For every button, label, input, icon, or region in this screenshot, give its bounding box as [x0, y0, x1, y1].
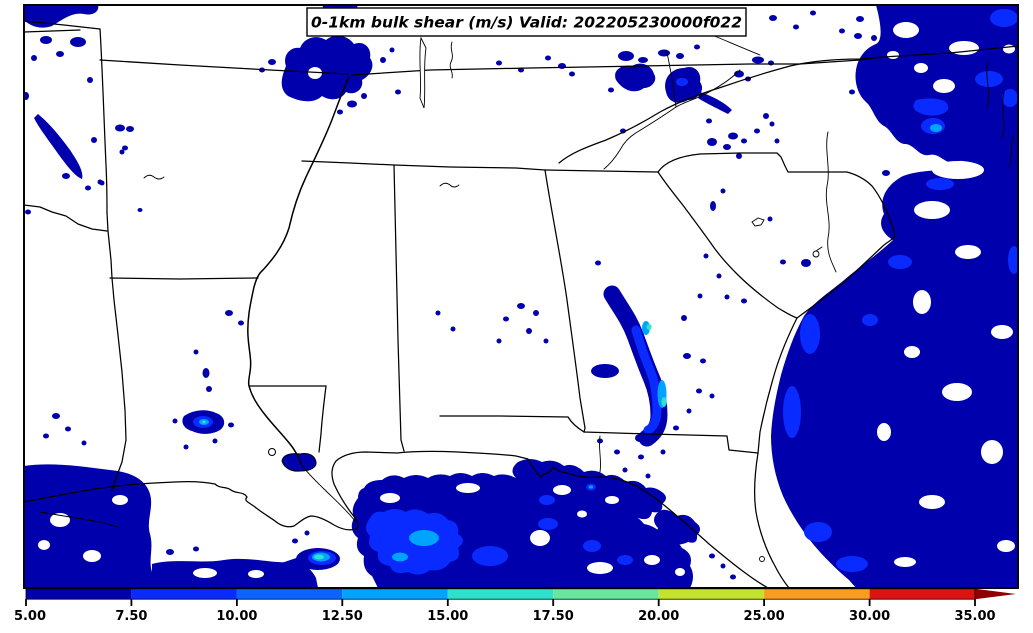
map-frame-outline — [23, 4, 1019, 589]
state-borders — [24, 20, 1018, 491]
title-box: 0-1km bulk shear (m/s) Valid: 2022052300… — [306, 7, 747, 37]
colorbar-tick-label: 17.50 — [533, 609, 574, 624]
colorbar-tick-label: 10.00 — [216, 609, 257, 624]
colorbar-tick-label: 20.00 — [638, 609, 679, 624]
colorbar-tick-label: 12.50 — [322, 609, 363, 624]
colorbar-tick-label: 30.00 — [849, 609, 890, 624]
shear-contours-level5 — [202, 324, 667, 560]
colorbar-outline — [25, 588, 976, 600]
colorbar-tick-label: 15.00 — [427, 609, 468, 624]
colorbar-tick-label: 25.00 — [744, 609, 785, 624]
colorbar-segment — [342, 588, 448, 600]
colorbar-extend-arrow — [975, 588, 1016, 600]
colorbar-tick-label: 7.50 — [115, 609, 147, 624]
shear-contours-level2 — [193, 9, 1018, 575]
colorbar-segment — [658, 588, 765, 600]
colorbar: 5.00 7.50 10.00 12.50 15.00 17.50 20.00 … — [14, 588, 1016, 624]
colorbar-ticks — [25, 599, 976, 606]
colorbar-tick-labels: 5.00 7.50 10.00 12.50 15.00 17.50 20.00 … — [14, 609, 996, 624]
colorbar-segment — [131, 588, 237, 600]
rivers — [143, 8, 1015, 562]
colorbar-segment — [236, 588, 343, 600]
coastlines — [24, 236, 896, 588]
colorbar-tick-label: 5.00 — [14, 609, 46, 624]
colorbar-segment — [26, 588, 132, 600]
colorbar-segment — [553, 588, 659, 600]
colorbar-segment — [764, 588, 870, 600]
page-title: 0-1km bulk shear (m/s) Valid: 2022052300… — [311, 14, 742, 32]
colorbar-tick-label: 35.00 — [954, 609, 995, 624]
colorbar-segment — [447, 588, 554, 600]
colorbar-segment — [869, 588, 975, 600]
